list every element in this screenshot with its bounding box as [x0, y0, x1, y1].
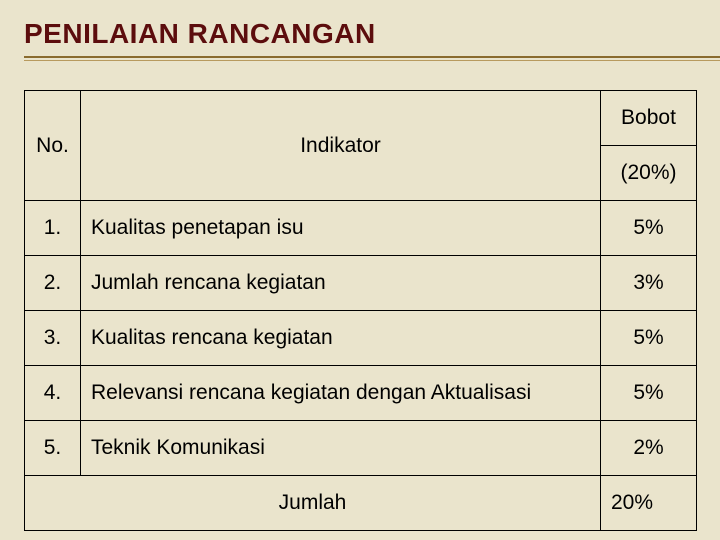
table-header-row: No. Indikator Bobot: [25, 91, 697, 146]
cell-indikator: Kualitas rencana kegiatan: [81, 311, 601, 366]
cell-bobot: 5%: [601, 201, 697, 256]
assessment-table: No. Indikator Bobot (20%) 1. Kualitas pe…: [24, 90, 697, 531]
total-label: Jumlah: [25, 476, 601, 531]
cell-bobot: 2%: [601, 421, 697, 476]
col-header-bobot: Bobot: [601, 91, 697, 146]
title-underline: [24, 56, 696, 62]
table-row: 5. Teknik Komunikasi 2%: [25, 421, 697, 476]
table-total-row: Jumlah 20%: [25, 476, 697, 531]
cell-bobot: 5%: [601, 366, 697, 421]
cell-bobot: 5%: [601, 311, 697, 366]
total-value: 20%: [601, 476, 697, 531]
col-header-bobot-sub: (20%): [601, 146, 697, 201]
cell-no: 4.: [25, 366, 81, 421]
cell-no: 1.: [25, 201, 81, 256]
cell-indikator: Teknik Komunikasi: [81, 421, 601, 476]
cell-no: 5.: [25, 421, 81, 476]
table-row: 3. Kualitas rencana kegiatan 5%: [25, 311, 697, 366]
cell-bobot: 3%: [601, 256, 697, 311]
cell-indikator: Jumlah rencana kegiatan: [81, 256, 601, 311]
cell-indikator: Relevansi rencana kegiatan dengan Aktual…: [81, 366, 601, 421]
table-row: 2. Jumlah rencana kegiatan 3%: [25, 256, 697, 311]
cell-no: 2.: [25, 256, 81, 311]
table-row: 1. Kualitas penetapan isu 5%: [25, 201, 697, 256]
col-header-indikator: Indikator: [81, 91, 601, 201]
cell-no: 3.: [25, 311, 81, 366]
table-row: 4. Relevansi rencana kegiatan dengan Akt…: [25, 366, 697, 421]
col-header-no: No.: [25, 91, 81, 201]
slide-title: PENILAIAN RANCANGAN: [24, 18, 696, 56]
cell-indikator: Kualitas penetapan isu: [81, 201, 601, 256]
